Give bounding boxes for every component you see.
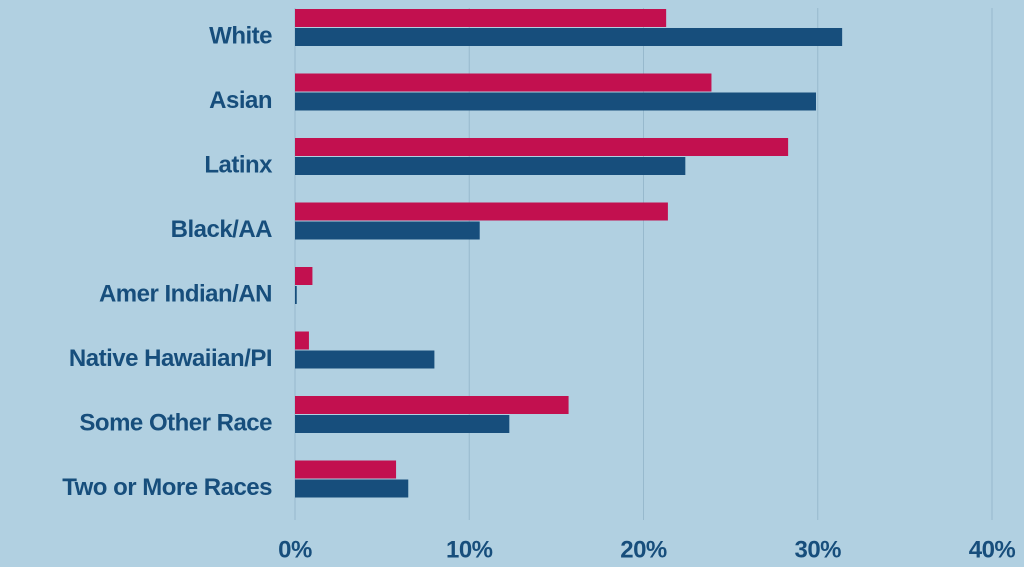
bar bbox=[295, 460, 397, 479]
bar bbox=[295, 350, 435, 369]
bar bbox=[295, 9, 667, 27]
y-tick-label: Some Other Race bbox=[79, 409, 272, 436]
bar bbox=[295, 138, 789, 156]
bar bbox=[295, 157, 686, 175]
bar bbox=[295, 415, 510, 433]
x-tick-label: 30% bbox=[794, 536, 841, 563]
bar bbox=[295, 331, 309, 350]
y-tick-label: White bbox=[209, 22, 272, 49]
x-tick-label: 40% bbox=[969, 536, 1016, 563]
bar bbox=[295, 286, 297, 304]
y-tick-label: Black/AA bbox=[171, 216, 273, 243]
bar bbox=[295, 73, 712, 92]
y-tick-label: Amer Indian/AN bbox=[99, 280, 272, 307]
y-tick-label: Latinx bbox=[204, 151, 273, 178]
bar bbox=[295, 396, 569, 414]
y-tick-label: Two or More Races bbox=[62, 474, 272, 501]
x-tick-label: 20% bbox=[620, 536, 667, 563]
bar bbox=[295, 479, 409, 498]
x-tick-label: 10% bbox=[446, 536, 493, 563]
y-tick-label: Asian bbox=[209, 87, 272, 114]
x-tick-label: 0% bbox=[278, 536, 312, 563]
bar bbox=[295, 221, 480, 240]
bar bbox=[295, 92, 817, 111]
bar bbox=[295, 28, 843, 46]
bar bbox=[295, 202, 668, 221]
bar bbox=[295, 267, 313, 285]
y-tick-label: Native Hawaiian/PI bbox=[69, 345, 272, 372]
